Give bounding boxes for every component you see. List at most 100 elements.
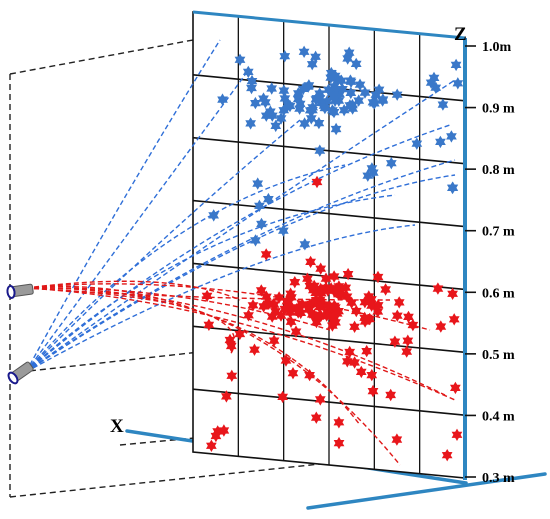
six-point-star-icon bbox=[314, 300, 325, 314]
dashed-edge bbox=[119, 436, 206, 446]
six-point-star-icon bbox=[328, 270, 340, 283]
six-point-star-icon bbox=[344, 99, 356, 112]
six-point-star-icon bbox=[221, 390, 232, 403]
six-point-star-icon bbox=[407, 318, 419, 332]
six-point-star-icon bbox=[411, 137, 423, 150]
six-point-star-icon bbox=[299, 238, 311, 251]
z-tick-label: 1.0m bbox=[482, 40, 512, 55]
six-point-star-icon bbox=[273, 291, 285, 304]
z-tick-label: 0.9 m bbox=[482, 102, 515, 117]
six-point-star-icon bbox=[450, 58, 462, 72]
six-point-star-icon bbox=[298, 45, 310, 58]
six-point-star-icon bbox=[292, 302, 304, 315]
six-point-star-icon bbox=[266, 82, 277, 95]
six-point-star-icon bbox=[206, 439, 217, 452]
six-point-star-icon bbox=[263, 192, 274, 206]
upper-emitter-icon bbox=[6, 283, 34, 299]
board-top-edge bbox=[192, 10, 466, 40]
six-point-star-icon bbox=[373, 83, 385, 96]
six-point-star-icon bbox=[313, 310, 325, 323]
six-point-star-icon bbox=[217, 93, 228, 106]
z-tick-label: 0.7 m bbox=[482, 225, 515, 240]
six-point-star-icon bbox=[303, 79, 315, 92]
six-point-star-icon bbox=[361, 344, 372, 358]
lamp-lens bbox=[7, 371, 19, 385]
six-point-star-icon bbox=[307, 103, 318, 117]
six-point-star-icon bbox=[265, 105, 276, 118]
six-point-star-icon bbox=[354, 78, 366, 91]
six-point-star-icon bbox=[346, 296, 357, 309]
six-point-star-icon bbox=[290, 325, 302, 338]
six-point-star-icon bbox=[386, 157, 397, 170]
six-point-star-icon bbox=[385, 388, 396, 402]
six-point-star-icon bbox=[333, 436, 345, 450]
six-point-star-icon bbox=[201, 289, 213, 303]
six-point-star-icon bbox=[393, 296, 405, 309]
six-point-star-icon bbox=[310, 411, 322, 424]
six-point-star-icon bbox=[292, 92, 304, 106]
six-point-star-icon bbox=[242, 65, 254, 79]
lower-star-markers bbox=[201, 175, 463, 462]
six-point-star-icon bbox=[275, 309, 287, 322]
six-point-star-icon bbox=[349, 356, 360, 369]
six-point-star-icon bbox=[256, 217, 267, 231]
six-point-star-icon bbox=[437, 98, 449, 111]
six-point-star-icon bbox=[450, 381, 461, 395]
six-point-star-icon bbox=[327, 104, 338, 117]
emitters bbox=[6, 283, 34, 385]
six-point-star-icon bbox=[359, 86, 371, 99]
six-point-star-icon bbox=[337, 82, 348, 96]
grid-line-horizontal bbox=[192, 199, 466, 228]
dashed-edge bbox=[9, 463, 321, 498]
six-point-star-icon bbox=[328, 89, 339, 102]
six-point-star-icon bbox=[258, 92, 269, 105]
six-point-star-icon bbox=[255, 284, 267, 297]
target-board bbox=[192, 10, 467, 480]
six-point-star-icon bbox=[425, 76, 437, 89]
six-point-star-icon bbox=[270, 119, 282, 133]
six-point-star-icon bbox=[314, 144, 326, 157]
lower-trace bbox=[25, 287, 456, 401]
six-point-star-icon bbox=[278, 84, 290, 97]
six-point-star-icon bbox=[246, 74, 258, 88]
six-point-star-icon bbox=[448, 313, 460, 326]
six-point-star-icon bbox=[359, 315, 371, 328]
six-point-star-icon bbox=[305, 255, 316, 269]
six-point-star-icon bbox=[432, 282, 444, 295]
six-point-star-icon bbox=[447, 287, 458, 300]
six-point-star-icon bbox=[268, 334, 280, 347]
six-point-star-icon bbox=[279, 50, 291, 63]
z-tick-label: 0.3 m bbox=[482, 471, 515, 486]
lower-trace bbox=[25, 285, 401, 466]
six-point-star-icon bbox=[260, 96, 271, 109]
six-point-star-icon bbox=[284, 99, 296, 113]
z-tick-label: 0.8 m bbox=[482, 163, 515, 178]
six-point-star-icon bbox=[331, 282, 342, 295]
six-point-star-icon bbox=[314, 393, 326, 406]
six-point-star-icon bbox=[330, 122, 342, 136]
dashed-edge bbox=[9, 39, 194, 75]
six-point-star-icon bbox=[343, 46, 355, 59]
six-point-star-icon bbox=[389, 335, 401, 348]
six-point-star-icon bbox=[362, 169, 374, 182]
six-point-star-icon bbox=[402, 334, 414, 347]
six-point-star-icon bbox=[345, 74, 356, 87]
six-point-star-icon bbox=[401, 345, 413, 358]
six-point-star-icon bbox=[451, 428, 463, 441]
six-point-star-icon bbox=[260, 248, 272, 261]
z-tick-label: 0.6 m bbox=[482, 286, 515, 301]
upper-trace bbox=[25, 79, 456, 373]
six-point-star-icon bbox=[372, 270, 384, 284]
six-point-star-icon bbox=[250, 96, 261, 110]
six-point-star-icon bbox=[234, 53, 246, 66]
six-point-star-icon bbox=[279, 92, 291, 105]
upper-star-markers bbox=[208, 45, 464, 251]
z-scale: 0.3 m 0.4 m 0.5 m 0.6 m 0.7 m 0.8 m 0.9 m 1.0m bbox=[465, 40, 515, 486]
upper-trace bbox=[25, 164, 346, 373]
six-point-star-icon bbox=[277, 390, 288, 404]
six-point-star-icon bbox=[344, 345, 356, 359]
six-point-star-icon bbox=[210, 429, 222, 443]
six-point-star-icon bbox=[247, 299, 259, 312]
six-point-star-icon bbox=[203, 318, 215, 331]
